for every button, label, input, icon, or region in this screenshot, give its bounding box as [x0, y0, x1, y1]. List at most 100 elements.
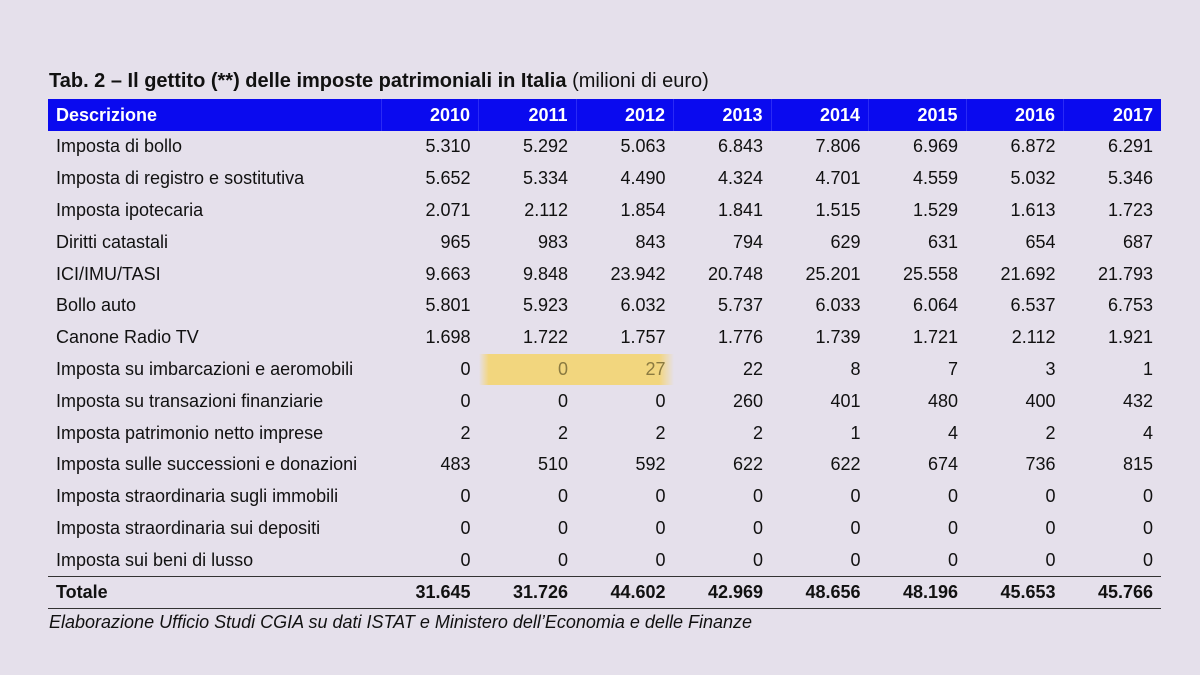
table-cell-value: 4.701 [815, 168, 861, 189]
table-cell-value: 654 [1025, 231, 1056, 252]
table-cell-value: 674 [927, 454, 958, 475]
table-cell-value: 965 [440, 231, 471, 252]
table-cell-value: 0 [478, 353, 576, 386]
table-cell-value: 5.737 [717, 295, 763, 316]
table-cell-value: 1.723 [1107, 199, 1153, 220]
table-cell-description: Imposta patrimonio netto imprese [56, 422, 324, 443]
table-cell-value: 21.692 [1000, 263, 1056, 284]
table-cell-value: 20.748 [707, 263, 763, 284]
table-cell-value: 0 [1045, 486, 1056, 507]
table-cell-value: 22 [742, 358, 763, 379]
table-cell-value: 9.663 [425, 263, 471, 284]
table-cell-value: 6.291 [1107, 136, 1153, 157]
table-cell-description: Imposta su transazioni finanziarie [56, 390, 324, 411]
table-cell-value: 25.201 [805, 263, 861, 284]
table-cell-value: 5.063 [620, 136, 666, 157]
table-cell-description: Imposta di bollo [56, 136, 183, 157]
table-cell-description: Imposta sui beni di lusso [56, 549, 254, 570]
table-cell-value: 629 [830, 231, 861, 252]
table-cell-description: Imposta di registro e sostitutiva [56, 168, 305, 189]
table-cell-value: 21.793 [1097, 263, 1153, 284]
table-cell-value: 0 [557, 486, 568, 507]
table-row: ICI/IMU/TASI 9.663 9.848 23.942 20.748 25.201… [48, 258, 1161, 290]
table-cell-value: 6.969 [912, 136, 958, 157]
table-cell-value: 27 [576, 353, 674, 386]
table-cell-value: 0 [557, 517, 568, 538]
table-cell-value: 0 [655, 390, 666, 411]
table-cell-value: 0 [752, 486, 763, 507]
table-cell-value: 631 [927, 231, 958, 252]
table-cell-value: 0 [655, 486, 666, 507]
total-label: Totale [48, 576, 381, 610]
table-cell-value: 5.310 [425, 136, 471, 157]
total-value: 31.726 [478, 576, 576, 610]
table-cell-value: 736 [1025, 454, 1056, 475]
table-cell-value: 0 [947, 486, 958, 507]
column-header-year: 2015 [868, 99, 966, 131]
table-cell-value: 1.613 [1010, 199, 1056, 220]
table-cell-value: 6.033 [815, 295, 861, 316]
table-cell-value: 3 [1045, 358, 1056, 379]
table-cell-value: 0 [655, 517, 666, 538]
table-cell-value: 0 [460, 549, 471, 570]
table-cell-value: 0 [850, 517, 861, 538]
table-cell-value: 1.698 [425, 327, 471, 348]
table-cell-value: 687 [1122, 231, 1153, 252]
column-header-year: 2013 [673, 99, 771, 131]
table-title: Tab. 2 – Il gettito (**) delle imposte p… [49, 70, 709, 93]
table-cell-value: 0 [1142, 486, 1153, 507]
table-cell-description: Imposta straordinaria sui depositi [56, 517, 321, 538]
table-cell-value: 23.942 [610, 263, 666, 284]
column-header-year: 2017 [1063, 99, 1161, 131]
column-header-description: Descrizione [48, 99, 381, 131]
table-title-main: Tab. 2 – Il gettito (**) delle imposte p… [49, 70, 567, 92]
total-row: Totale 31.645 31.726 44.602 42.969 48.656 48.1… [48, 576, 1161, 610]
table-cell-value: 1 [850, 422, 861, 443]
table-cell-value: 592 [635, 454, 666, 475]
table-cell-description: ICI/IMU/TASI [56, 263, 161, 284]
table-cell-value: 0 [850, 486, 861, 507]
table-cell-value: 1.529 [912, 199, 958, 220]
table-cell-value: 1.776 [717, 327, 763, 348]
table-cell-value: 1.854 [620, 199, 666, 220]
table-row: Imposta patrimonio netto imprese 2 2 2 2 1 4 2 4 [48, 417, 1161, 449]
table-cell-value: 1.757 [620, 327, 666, 348]
table-cell-value: 0 [752, 517, 763, 538]
table-cell-value: 0 [460, 517, 471, 538]
table-cell-value: 480 [927, 390, 958, 411]
table-row: Imposta straordinaria sugli immobili 0 0 0 0… [48, 481, 1161, 513]
total-value: 48.196 [868, 576, 966, 610]
table-cell-value: 5.801 [425, 295, 471, 316]
table-cell-value: 401 [830, 390, 861, 411]
table-row: Imposta su transazioni finanziarie 0 0 0 260… [48, 385, 1161, 417]
table-cell-value: 1.841 [717, 199, 763, 220]
table-cell-value: 2 [655, 422, 666, 443]
table-cell-value: 0 [1142, 517, 1153, 538]
table-cell-value: 4.324 [717, 168, 763, 189]
column-header-year: 2016 [965, 99, 1064, 131]
table-row: Bollo auto 5.801 5.923 6.032 5.737 6.033 6.064… [48, 290, 1161, 322]
source-note: Elaborazione Ufficio Studi CGIA su dati … [49, 612, 752, 632]
table-cell-value: 0 [1045, 517, 1056, 538]
table-cell-value: 815 [1122, 454, 1153, 475]
table-row: Canone Radio TV 1.698 1.722 1.757 1.776 1.739… [48, 322, 1161, 354]
tax-revenue-table: Descrizione 2010 2011 2012 2013 2014 2015 2016 2… [48, 99, 1161, 610]
table-cell-value: 4 [1142, 422, 1153, 443]
total-value: 45.766 [1063, 576, 1161, 610]
total-value: 45.653 [966, 576, 1064, 610]
table-cell-value: 2 [1045, 422, 1056, 443]
table-cell-value: 983 [537, 231, 568, 252]
table-cell-value: 4 [947, 422, 958, 443]
table-cell-value: 0 [460, 486, 471, 507]
table-cell-value: 6.032 [620, 295, 666, 316]
table-cell-value: 622 [732, 454, 763, 475]
column-header-year: 2010 [380, 99, 479, 131]
table-cell-value: 2 [557, 422, 568, 443]
total-value: 31.645 [381, 576, 479, 610]
table-cell-value: 794 [732, 231, 763, 252]
table-cell-value: 432 [1122, 390, 1153, 411]
table-cell-value: 4.490 [620, 168, 666, 189]
table-cell-value: 2 [460, 422, 471, 443]
table-cell-value: 7 [947, 358, 958, 379]
table-row: Imposta di bollo 5.310 5.292 5.063 6.843 7.80… [48, 131, 1161, 163]
